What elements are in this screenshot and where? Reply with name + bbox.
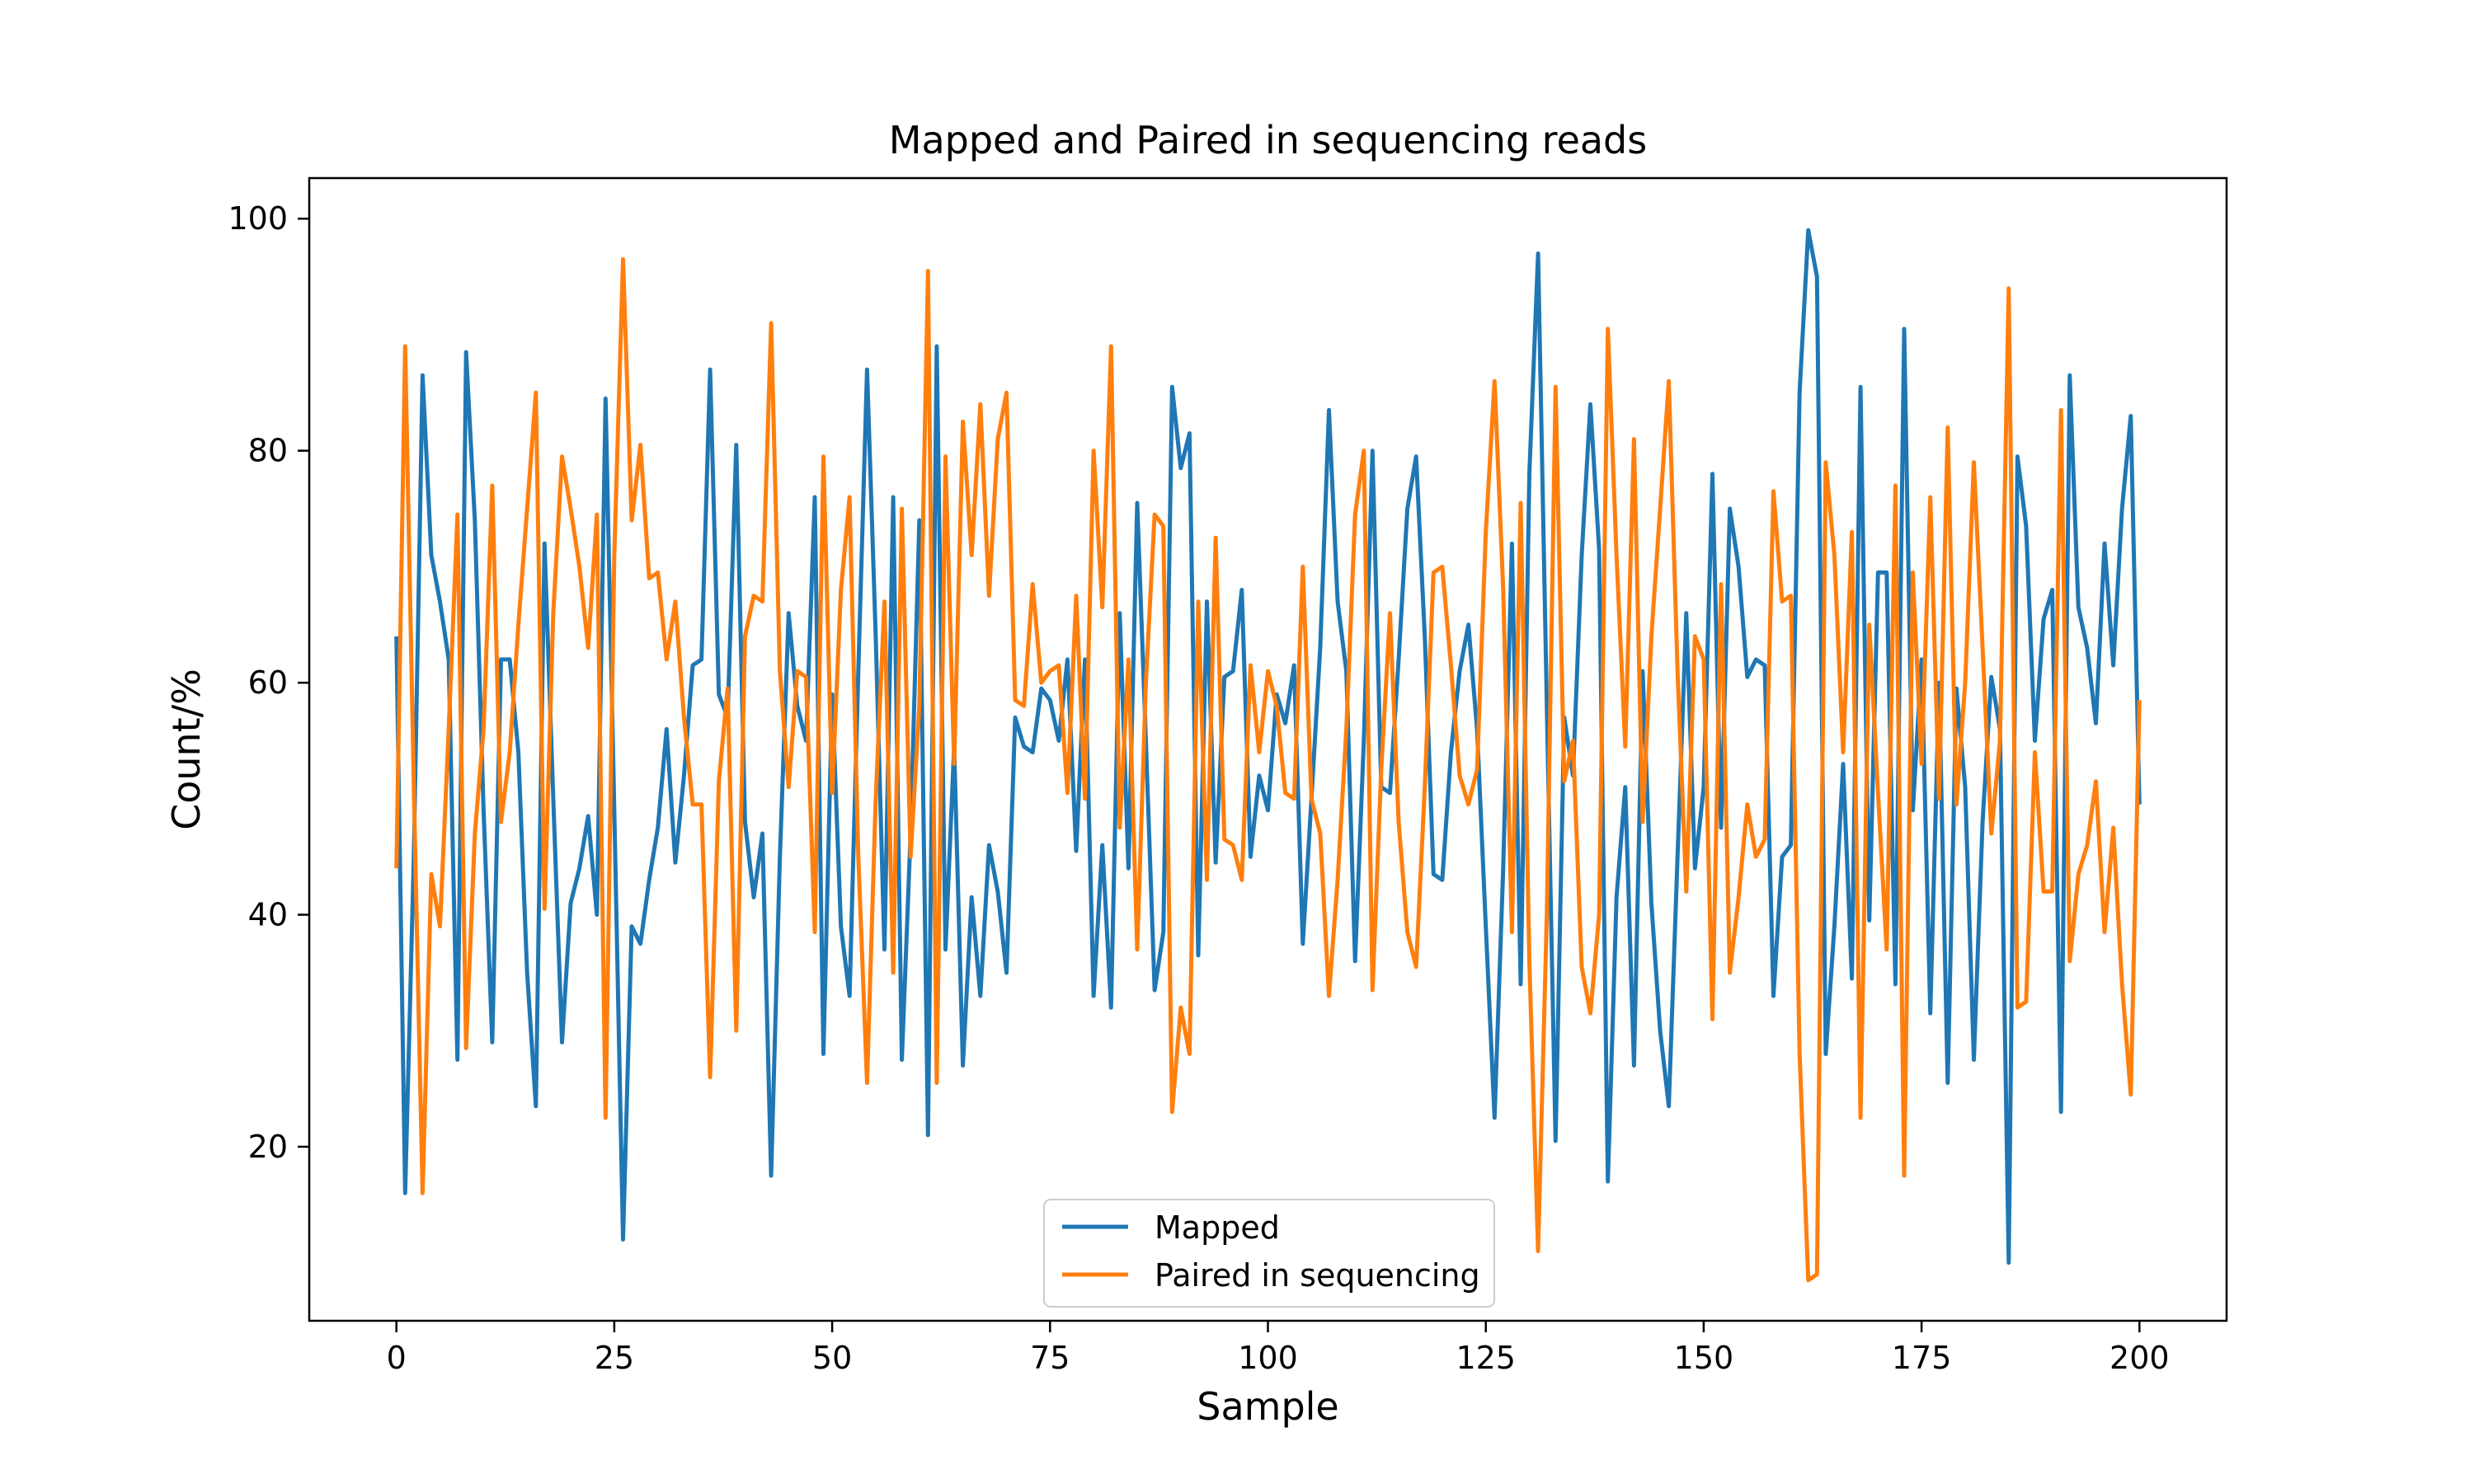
x-tick-label: 0	[387, 1340, 407, 1376]
ticks-layer: 0 25 50 75 100 125 150 175 200 20 40 60 80 100	[228, 200, 2169, 1376]
x-tick-label: 100	[1238, 1340, 1298, 1376]
x-tick-label: 75	[1030, 1340, 1070, 1376]
x-tick-label: 125	[1456, 1340, 1516, 1376]
y-tick-label: 80	[248, 433, 288, 469]
x-tick-label: 200	[2109, 1340, 2170, 1376]
chart-title: Mapped and Paired in sequencing reads	[889, 118, 1647, 162]
series-line-paired-in-sequencing	[394, 257, 2142, 1283]
legend-label-paired: Paired in sequencing	[1155, 1257, 1480, 1294]
legend-label-mapped: Mapped	[1155, 1209, 1280, 1246]
y-tick-label: 20	[248, 1129, 288, 1165]
x-axis-label: Sample	[1197, 1384, 1338, 1429]
legend: Mapped Paired in sequencing	[1043, 1199, 1495, 1308]
legend-box	[1043, 1199, 1495, 1308]
y-tick-label: 100	[228, 200, 288, 237]
y-axis-label: Count/%	[164, 669, 209, 830]
y-tick-label: 60	[248, 665, 288, 701]
plot-layer	[394, 228, 2142, 1283]
x-tick-label: 175	[1892, 1340, 1952, 1376]
x-tick-label: 50	[812, 1340, 852, 1376]
y-tick-label: 40	[248, 897, 288, 933]
x-tick-label: 25	[595, 1340, 634, 1376]
x-tick-label: 150	[1674, 1340, 1734, 1376]
